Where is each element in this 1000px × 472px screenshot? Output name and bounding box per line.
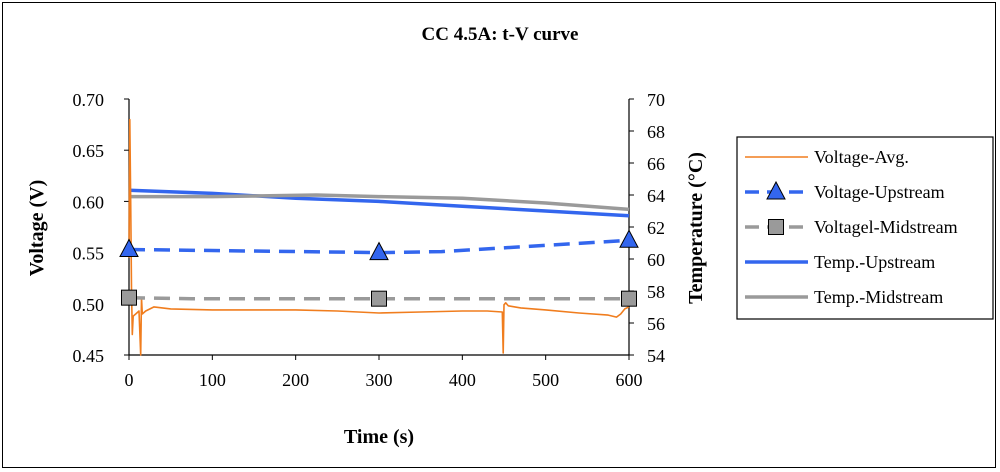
series-line-temp-upstream — [128, 188, 630, 218]
legend-label: Temp.-Upstream — [814, 252, 935, 272]
data-point-marker — [371, 290, 387, 307]
x-tick-label: 0 — [125, 370, 134, 390]
data-point-marker — [619, 229, 639, 248]
legend-label: Temp.-Midstream — [814, 287, 943, 307]
y-tick-label-left: 0.65 — [73, 141, 105, 161]
data-point-marker — [121, 289, 137, 306]
legend: Voltage-Avg. Voltage-Upstream Voltagel-Mid… — [736, 136, 994, 320]
x-tick-label: 100 — [199, 370, 226, 390]
y-tick-label-right: 54 — [647, 346, 665, 366]
legend-label: Voltage-Avg. — [814, 147, 909, 167]
data-point-marker — [621, 290, 637, 307]
plot-area: 0 100 200 300 400 500 600 0.45 0.50 0.55 0.60 0.65 0… — [73, 90, 666, 390]
y-tick-label-left: 0.45 — [73, 346, 105, 366]
legend-label: Voltagel-Midstream — [814, 217, 958, 237]
chart-title: CC 4.5A: t-V curve — [422, 24, 579, 45]
y-tick-label-right: 60 — [647, 250, 665, 270]
y-tick-label-right: 56 — [647, 314, 665, 334]
y-axis-label-right: Temperature (°C) — [685, 152, 707, 304]
legend-label: Voltage-Upstream — [814, 182, 945, 202]
series-line-temp-midstream — [129, 193, 630, 212]
y-tick-label-left: 0.50 — [73, 295, 105, 315]
y-tick-label-left: 0.70 — [73, 90, 105, 110]
y-tick-label-right: 68 — [647, 122, 665, 142]
y-tick-label-left: 0.55 — [73, 244, 105, 264]
x-tick-label: 400 — [449, 370, 476, 390]
data-point-marker — [369, 241, 389, 261]
x-tick-label: 300 — [366, 370, 393, 390]
data-point-marker — [119, 238, 139, 258]
y-axis-label-left: Voltage (V) — [26, 180, 48, 276]
legend-marker — [766, 180, 786, 200]
y-tick-label-right: 66 — [647, 154, 665, 174]
series-line-voltage-avg- — [128, 118, 630, 356]
y-tick-label-right: 62 — [647, 218, 665, 238]
series-line-voltagel-midstream — [128, 295, 629, 301]
y-tick-label-left: 0.60 — [73, 192, 105, 212]
series-line-voltage-upstream — [128, 238, 630, 255]
x-axis-label: Time (s) — [344, 426, 414, 448]
legend-marker — [768, 219, 784, 235]
x-tick-label: 200 — [282, 370, 309, 390]
y-tick-label-right: 58 — [647, 282, 665, 302]
x-tick-label: 500 — [532, 370, 559, 390]
y-tick-label-right: 70 — [647, 90, 665, 110]
x-tick-label: 600 — [616, 370, 643, 390]
y-tick-label-right: 64 — [647, 186, 665, 206]
